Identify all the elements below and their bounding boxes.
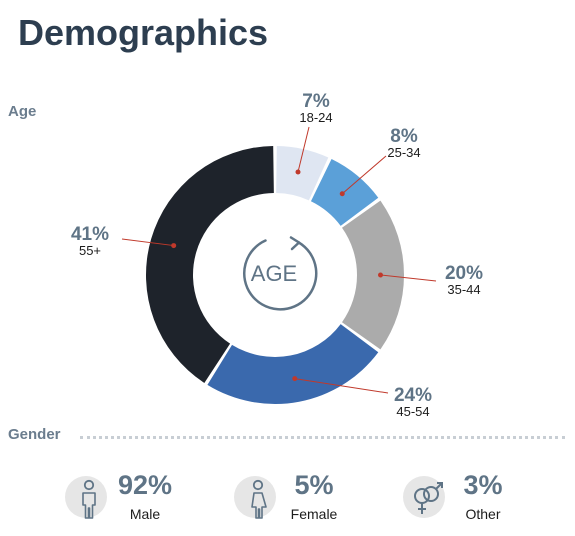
leader-dot [378,272,383,278]
gender-male-percent: 92% [117,470,173,500]
leader-line [297,126,310,173]
slice-category-label: 25-34 [387,145,420,160]
slice-percent-label: 24% [394,385,432,406]
age-center-text: AGE [251,261,297,286]
slice-category-label: 35-44 [447,282,480,297]
male-icon [65,476,107,519]
donut-slice-35-44 [342,200,404,350]
female-icon [234,476,276,519]
gender-symbols-icon [403,476,445,518]
slice-category-label: 55+ [79,243,101,258]
leader-line [341,155,387,195]
leader-line [121,238,174,247]
gender-section-label: Gender [8,426,61,443]
gender-other-label: Other [465,506,501,522]
age-donut-chart: 7%18-24 8%25-34 20%35-44 24%45-54 41%55+ AGE [71,91,483,419]
slice-percent-label: 8% [390,126,418,147]
donut-slice-45-54 [207,324,379,404]
gender-item-female: 5% Female [233,470,373,530]
slice-category-label: 45-54 [396,404,429,419]
leader-dot [339,191,345,197]
gender-item-male: 92% Male [64,470,204,530]
gender-female-label: Female [290,506,338,522]
slice-percent-label: 7% [302,91,330,112]
slice-category-label: 18-24 [299,110,332,125]
leader-line [294,378,389,394]
page-title: Demographics [18,12,269,53]
donut-slice-25-34 [310,159,379,226]
donut-slice-55+ [146,146,274,383]
slice-percent-label: 41% [71,224,109,245]
age-center-icon: AGE [243,236,318,311]
donut-slice-18-24 [276,146,329,201]
gender-other-percent: 3% [463,470,503,500]
leader-line [380,274,437,282]
leader-dot [295,169,301,175]
age-section-label: Age [8,103,37,120]
gender-item-other: 3% Other [402,470,542,530]
gender-female-percent: 5% [294,470,334,500]
slice-percent-label: 20% [445,263,483,284]
gender-male-label: Male [129,506,161,522]
leader-dot [292,376,298,382]
gender-divider [80,436,565,439]
leader-dot [171,243,177,249]
